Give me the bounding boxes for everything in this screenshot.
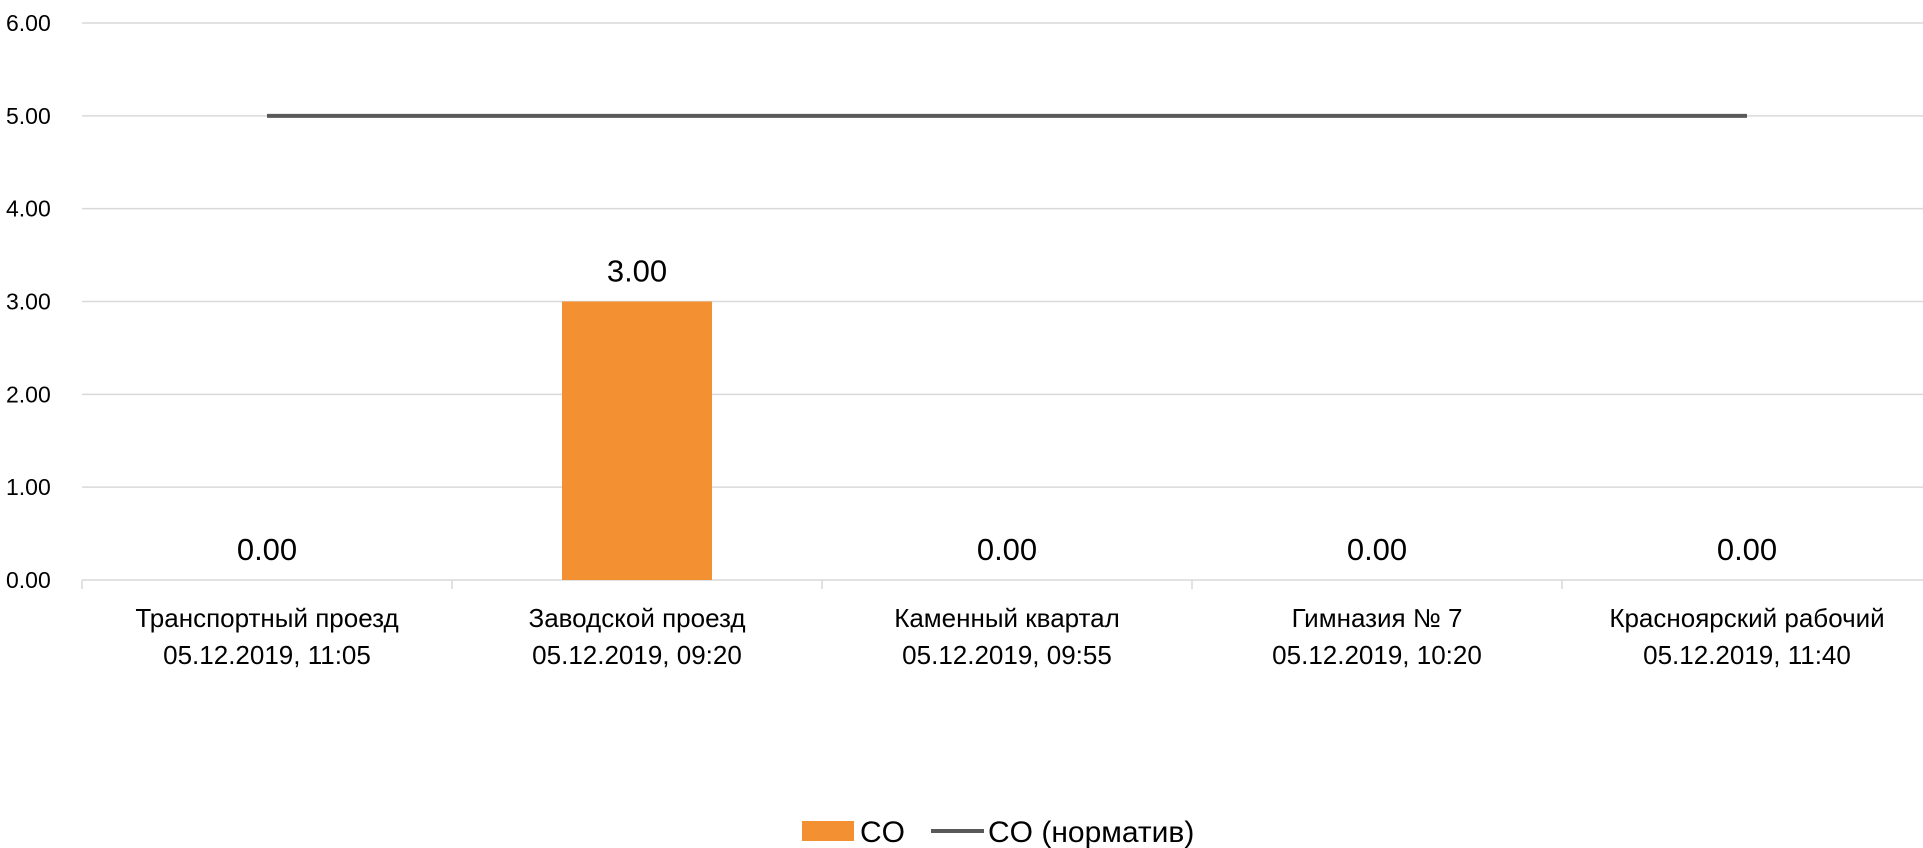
y-tick-label: 0.00 bbox=[6, 567, 51, 593]
y-axis-tick-labels: 0.00 1.00 2.00 3.00 4.00 5.00 6.00 bbox=[6, 10, 51, 593]
co-data-label: 3.00 bbox=[607, 254, 667, 289]
y-tick-label: 3.00 bbox=[6, 289, 51, 315]
category-label-name: Гимназия № 7 bbox=[1292, 603, 1463, 633]
gridlines bbox=[82, 22, 1923, 488]
category-label-name: Красноярский рабочий bbox=[1609, 603, 1884, 633]
co-bars bbox=[562, 301, 712, 580]
legend-swatch-co bbox=[802, 821, 854, 841]
co-data-label: 0.00 bbox=[1717, 532, 1777, 567]
co-data-label: 0.00 bbox=[1347, 532, 1407, 567]
y-tick-label: 1.00 bbox=[6, 474, 51, 500]
y-tick-label: 4.00 bbox=[6, 196, 51, 222]
y-tick-label: 2.00 bbox=[6, 381, 51, 407]
category-label-name: Каменный квартал bbox=[894, 603, 1120, 633]
x-axis-category-labels: Транспортный проезд 05.12.2019, 11:05 Заво… bbox=[135, 603, 1884, 670]
category-label-datetime: 05.12.2019, 11:05 bbox=[163, 640, 371, 670]
category-label-datetime: 05.12.2019, 09:55 bbox=[902, 640, 1112, 670]
legend: CO CO (норматив) bbox=[802, 816, 1194, 848]
category-label-name: Транспортный проезд bbox=[135, 603, 398, 633]
legend-label-co-norm: CO (норматив) bbox=[988, 816, 1194, 848]
category-label-datetime: 05.12.2019, 09:20 bbox=[532, 640, 742, 670]
y-tick-label: 5.00 bbox=[6, 103, 51, 129]
data-labels: 0.00 3.00 0.00 0.00 0.00 bbox=[237, 254, 1777, 568]
y-tick-label: 6.00 bbox=[6, 10, 51, 36]
category-label-datetime: 05.12.2019, 11:40 bbox=[1643, 640, 1851, 670]
co-data-label: 0.00 bbox=[237, 532, 297, 567]
co-bar bbox=[562, 301, 712, 580]
category-label-name: Заводской проезд bbox=[528, 603, 745, 633]
legend-label-co: CO bbox=[860, 816, 905, 848]
x-axis bbox=[81, 579, 1923, 589]
category-label-datetime: 05.12.2019, 10:20 bbox=[1272, 640, 1482, 670]
co-data-label: 0.00 bbox=[977, 532, 1037, 567]
